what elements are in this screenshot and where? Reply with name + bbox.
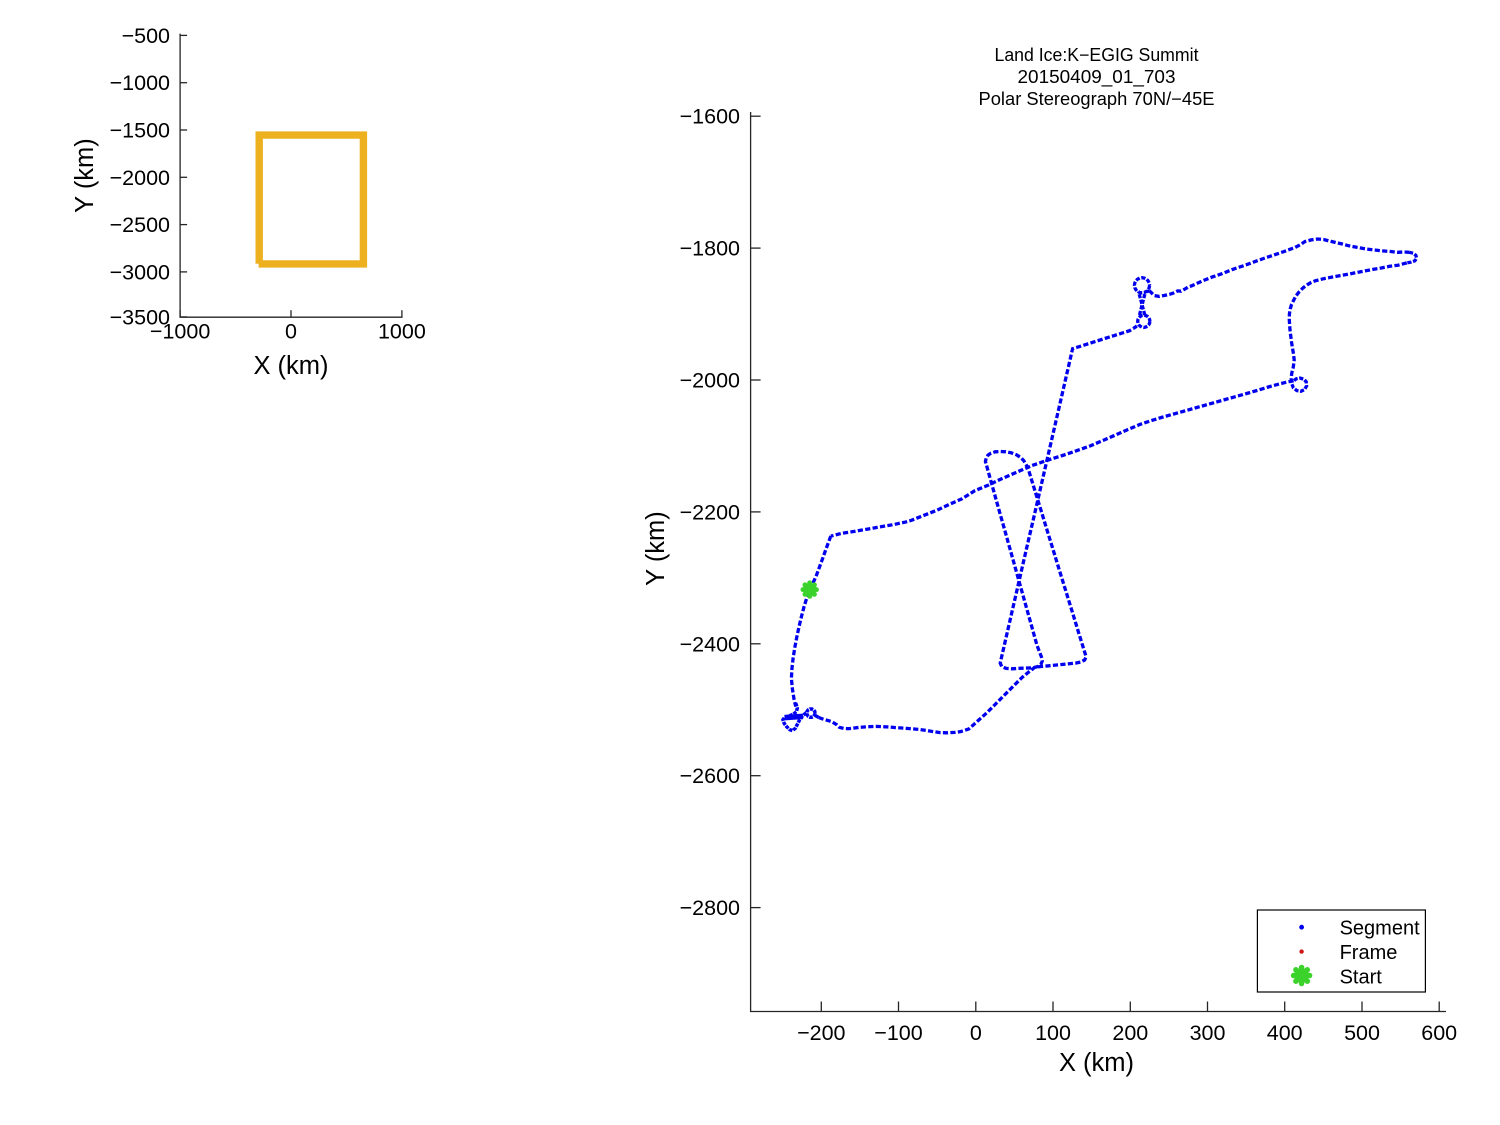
svg-text:−2400: −2400 xyxy=(680,632,740,656)
svg-text:100: 100 xyxy=(1035,1021,1071,1045)
svg-text:−1000: −1000 xyxy=(150,320,210,344)
svg-text:X (km): X (km) xyxy=(253,352,328,380)
svg-text:0: 0 xyxy=(285,320,297,344)
svg-text:200: 200 xyxy=(1112,1021,1148,1045)
svg-text:400: 400 xyxy=(1267,1021,1303,1045)
svg-text:Start: Start xyxy=(1340,967,1383,989)
svg-text:−2600: −2600 xyxy=(680,764,740,788)
svg-text:−3000: −3000 xyxy=(110,260,170,284)
svg-text:Segment: Segment xyxy=(1340,918,1420,940)
svg-text:−2000: −2000 xyxy=(110,166,170,190)
svg-text:20150409_01_703: 20150409_01_703 xyxy=(1018,67,1176,88)
svg-text:Y (km): Y (km) xyxy=(71,138,99,213)
svg-text:−2000: −2000 xyxy=(680,369,740,393)
svg-text:Frame: Frame xyxy=(1340,942,1398,964)
svg-text:500: 500 xyxy=(1344,1021,1380,1045)
svg-text:−2200: −2200 xyxy=(680,500,740,524)
svg-text:1000: 1000 xyxy=(378,320,426,344)
svg-text:−100: −100 xyxy=(874,1021,922,1045)
svg-text:−1000: −1000 xyxy=(110,71,170,95)
svg-text:−3500: −3500 xyxy=(110,305,170,329)
svg-text:−200: −200 xyxy=(797,1021,845,1045)
svg-text:Y (km): Y (km) xyxy=(642,511,670,586)
svg-text:−500: −500 xyxy=(122,24,170,48)
svg-text:−1800: −1800 xyxy=(680,237,740,261)
svg-text:−2500: −2500 xyxy=(110,213,170,237)
svg-text:−1500: −1500 xyxy=(110,119,170,143)
svg-text:600: 600 xyxy=(1421,1021,1457,1045)
svg-text:X (km): X (km) xyxy=(1059,1049,1134,1077)
svg-text:300: 300 xyxy=(1190,1021,1226,1045)
svg-text:0: 0 xyxy=(970,1021,982,1045)
svg-text:−2800: −2800 xyxy=(680,896,740,920)
svg-text:Land Ice:K−EGIG Summit: Land Ice:K−EGIG Summit xyxy=(995,45,1199,65)
svg-text:Polar Stereograph 70N/−45E: Polar Stereograph 70N/−45E xyxy=(979,89,1215,109)
svg-text:−1600: −1600 xyxy=(680,105,740,129)
